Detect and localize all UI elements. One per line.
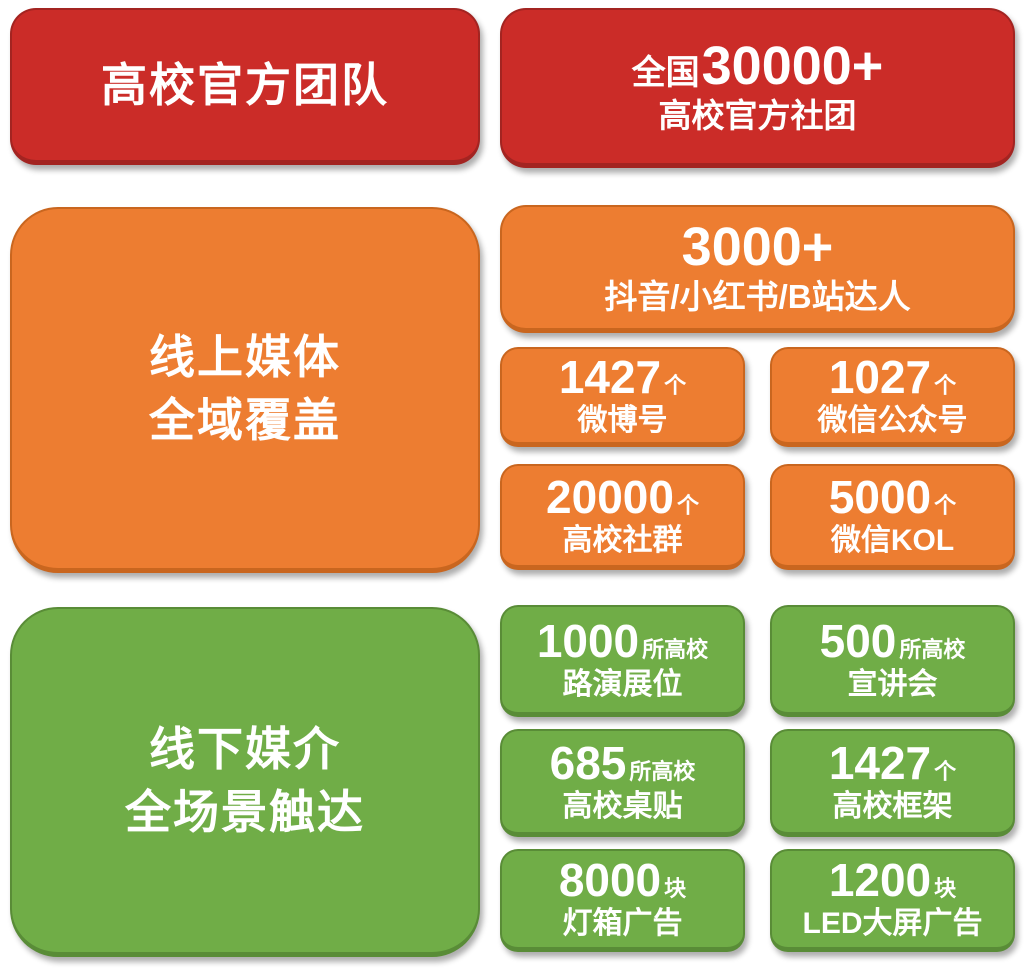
stat-number: 30000+: [701, 36, 884, 97]
stat-label: 高校框架: [832, 789, 953, 823]
stat-number: 1000: [536, 614, 640, 667]
section-title-line: 高校官方团队: [101, 58, 389, 111]
stat-number-line: 5000 个: [828, 470, 957, 523]
section-title-official-teams: 高校官方团队: [10, 8, 480, 165]
stat-number: 1200: [828, 854, 932, 907]
stat-label: 高校社群: [562, 523, 683, 557]
stat-unit: 块: [934, 876, 957, 902]
stat-number: 1027: [828, 350, 932, 403]
stat-card-info-sessions: 500 所高校 宣讲会: [770, 605, 1015, 717]
stat-number-line: 全国 30000+: [632, 38, 884, 95]
stat-label: 灯箱广告: [562, 907, 683, 941]
stat-number: 5000: [828, 470, 932, 523]
stat-label: 抖音/小红书/B站达人: [604, 277, 911, 315]
stat-number-line: 500 所高校: [819, 614, 966, 667]
stat-card-led-screen-ads: 1200 块 LED大屏广告: [770, 849, 1015, 952]
stat-unit: 个: [676, 492, 699, 518]
stat-label: 宣讲会: [847, 667, 938, 701]
section-title-line: 全场景触达: [125, 785, 365, 838]
section-title-online-media: 线上媒体 全域覆盖: [10, 207, 480, 573]
stat-number-line: 1427 个: [558, 350, 687, 403]
stat-unit: 块: [664, 876, 687, 902]
stat-unit: 个: [934, 372, 957, 398]
stat-label: 路演展位: [562, 667, 683, 701]
stat-prefix: 全国: [631, 54, 700, 93]
stat-number: 20000: [546, 470, 674, 523]
stat-card-wechat-official: 1027 个 微信公众号: [770, 347, 1015, 447]
stat-number-line: 1200 块: [828, 854, 957, 907]
stat-label: 微信KOL: [830, 523, 955, 557]
stat-unit: 所高校: [642, 636, 709, 662]
stat-number-line: 1000 所高校: [536, 614, 709, 667]
stat-unit: 个: [664, 372, 687, 398]
stat-unit: 个: [934, 758, 957, 784]
stat-card-roadshow-booths: 1000 所高校 路演展位: [500, 605, 745, 717]
section-title-line: 全域覆盖: [149, 393, 341, 446]
stat-card-wechat-kol: 5000 个 微信KOL: [770, 464, 1015, 570]
section-title-line: 线上媒体: [149, 331, 341, 384]
stat-number: 1427: [558, 350, 662, 403]
stat-number: 1427: [828, 736, 932, 789]
stat-number: 500: [819, 614, 897, 667]
stat-number: 3000+: [681, 217, 834, 278]
stat-card-campus-groups: 20000 个 高校社群: [500, 464, 745, 570]
stat-unit: 个: [934, 492, 957, 518]
stat-number-line: 8000 块: [558, 854, 687, 907]
stat-unit: 所高校: [899, 636, 966, 662]
stat-number-line: 1427 个: [828, 736, 957, 789]
stat-number-line: 3000+: [682, 219, 834, 276]
stat-card-campus-frames: 1427 个 高校框架: [770, 729, 1015, 837]
stat-label: 高校官方社团: [658, 96, 857, 134]
stat-card-official-clubs: 全国 30000+ 高校官方社团: [500, 8, 1015, 168]
stat-label: 微信公众号: [817, 403, 968, 437]
stat-card-desk-stickers: 685 所高校 高校桌贴: [500, 729, 745, 837]
stat-card-douyin-xiaohongshu-bilibili: 3000+ 抖音/小红书/B站达人: [500, 205, 1015, 333]
section-title-offline-media: 线下媒介 全场景触达: [10, 607, 480, 957]
stat-card-lightbox-ads: 8000 块 灯箱广告: [500, 849, 745, 952]
stat-number: 8000: [558, 854, 662, 907]
section-title-line: 线下媒介: [149, 723, 341, 776]
stat-number-line: 1027 个: [828, 350, 957, 403]
stat-number-line: 685 所高校: [549, 736, 696, 789]
stat-card-weibo: 1427 个 微博号: [500, 347, 745, 447]
stat-label: LED大屏广告: [802, 907, 983, 941]
stat-unit: 所高校: [629, 758, 696, 784]
stat-label: 高校桌贴: [562, 789, 683, 823]
stat-label: 微博号: [577, 403, 668, 437]
stat-number-line: 20000 个: [546, 470, 699, 523]
stat-number: 685: [549, 736, 627, 789]
